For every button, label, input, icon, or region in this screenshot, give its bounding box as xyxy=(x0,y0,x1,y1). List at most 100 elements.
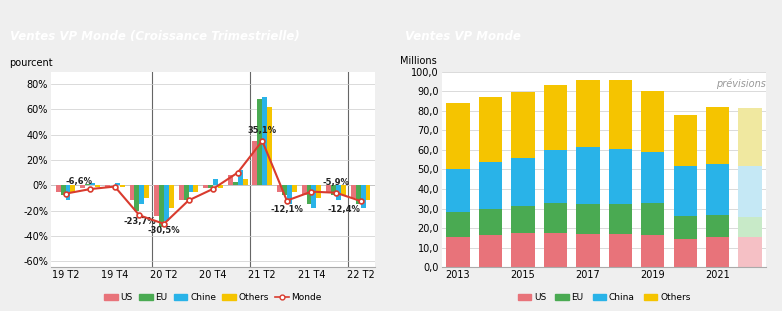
Bar xyxy=(193,185,199,192)
Y-axis label: Millions: Millions xyxy=(400,56,436,66)
Bar xyxy=(336,185,341,201)
Text: -30,5%: -30,5% xyxy=(148,226,180,235)
Bar xyxy=(608,149,632,204)
Bar xyxy=(184,185,188,201)
Bar xyxy=(115,183,120,185)
Bar xyxy=(135,185,139,211)
Bar xyxy=(95,185,100,187)
Bar xyxy=(641,203,665,235)
Bar xyxy=(56,185,61,192)
Text: 35,1%: 35,1% xyxy=(248,126,277,135)
Bar xyxy=(706,215,730,237)
Bar xyxy=(576,204,600,234)
Bar xyxy=(706,164,730,215)
Bar xyxy=(447,103,470,169)
Bar xyxy=(479,235,502,267)
Bar xyxy=(641,152,665,203)
Bar xyxy=(120,185,124,187)
Bar xyxy=(738,108,762,165)
Bar xyxy=(213,179,218,185)
Bar xyxy=(85,184,90,185)
Bar xyxy=(307,185,311,204)
Bar xyxy=(608,204,632,234)
Bar xyxy=(203,185,208,188)
Bar xyxy=(576,80,600,147)
Bar xyxy=(188,185,193,192)
Bar xyxy=(105,185,109,188)
Bar xyxy=(511,92,535,158)
Bar xyxy=(511,158,535,206)
Bar xyxy=(228,175,233,185)
Bar xyxy=(365,185,371,201)
Bar xyxy=(673,115,697,165)
Bar xyxy=(238,170,242,185)
Bar xyxy=(511,206,535,233)
Bar xyxy=(208,185,213,188)
Bar xyxy=(543,85,567,150)
Bar xyxy=(262,97,267,185)
Bar xyxy=(608,80,632,149)
Y-axis label: pourcent: pourcent xyxy=(9,58,52,67)
Legend: US, EU, Chine, Others, Monde: US, EU, Chine, Others, Monde xyxy=(101,290,325,306)
Bar xyxy=(447,237,470,267)
Bar xyxy=(738,217,762,237)
Bar xyxy=(61,185,66,195)
Bar xyxy=(331,185,336,195)
Bar xyxy=(302,185,307,195)
Bar xyxy=(576,147,600,204)
Bar xyxy=(673,165,697,216)
Bar xyxy=(282,185,287,195)
Text: -23,7%: -23,7% xyxy=(123,217,156,226)
Text: -12,1%: -12,1% xyxy=(271,205,303,214)
Bar xyxy=(242,179,248,185)
Bar xyxy=(326,185,331,192)
Bar xyxy=(447,169,470,211)
Bar xyxy=(277,185,282,192)
Bar xyxy=(543,233,567,267)
Bar xyxy=(673,216,697,239)
Text: -5,9%: -5,9% xyxy=(323,178,350,187)
Bar xyxy=(641,91,665,152)
Bar xyxy=(233,182,238,185)
Bar xyxy=(447,211,470,237)
Text: -12,4%: -12,4% xyxy=(328,205,361,214)
Bar xyxy=(287,185,292,204)
Text: prévisions: prévisions xyxy=(716,79,766,89)
Bar xyxy=(706,107,730,164)
Bar xyxy=(130,185,135,201)
Bar xyxy=(543,150,567,203)
Bar xyxy=(738,165,762,217)
Bar xyxy=(608,234,632,267)
Bar xyxy=(576,234,600,267)
Bar xyxy=(66,185,70,201)
Bar xyxy=(479,162,502,209)
Bar xyxy=(70,185,75,193)
Text: Ventes VP Monde: Ventes VP Monde xyxy=(404,30,521,43)
Bar xyxy=(90,183,95,185)
Bar xyxy=(154,185,159,216)
Bar xyxy=(543,203,567,233)
Bar xyxy=(139,185,144,204)
Bar xyxy=(81,185,85,188)
Bar xyxy=(257,99,262,185)
Bar xyxy=(479,209,502,235)
Bar xyxy=(351,185,356,198)
Bar xyxy=(164,185,169,221)
Bar xyxy=(311,185,317,208)
Bar xyxy=(144,185,149,198)
Bar xyxy=(356,185,361,204)
Legend: US, EU, China, Others: US, EU, China, Others xyxy=(514,290,694,306)
Bar xyxy=(341,185,346,195)
Bar xyxy=(479,97,502,162)
Bar xyxy=(292,185,296,192)
Bar xyxy=(218,185,223,188)
Bar xyxy=(738,237,762,267)
Text: Ventes VP Monde (Croissance Trimestrielle): Ventes VP Monde (Croissance Trimestriell… xyxy=(9,30,300,43)
Bar xyxy=(641,235,665,267)
Bar xyxy=(178,185,184,201)
Bar xyxy=(706,237,730,267)
Bar xyxy=(511,233,535,267)
Bar xyxy=(673,239,697,267)
Text: -6,6%: -6,6% xyxy=(66,177,92,186)
Bar xyxy=(253,141,257,185)
